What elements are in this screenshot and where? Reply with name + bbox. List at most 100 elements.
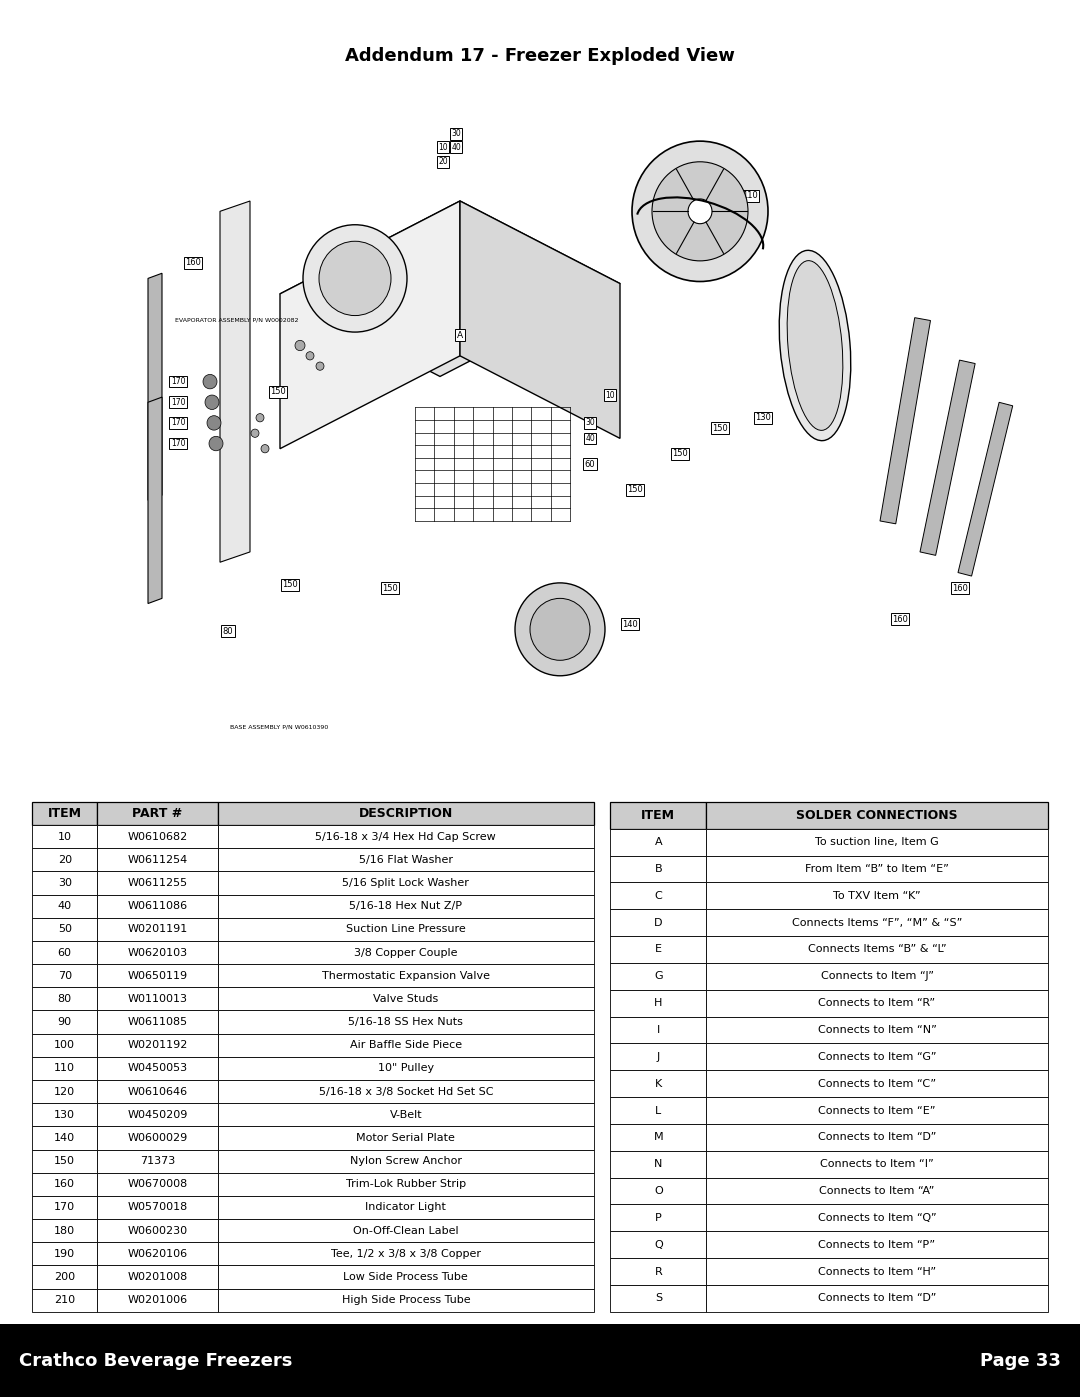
Bar — [706, 909, 1048, 936]
Text: K: K — [654, 1078, 662, 1088]
Bar — [610, 963, 706, 989]
Circle shape — [203, 374, 217, 388]
Bar — [218, 1126, 594, 1150]
Bar — [610, 828, 706, 855]
Text: W0450209: W0450209 — [127, 1109, 188, 1120]
Text: Page 33: Page 33 — [980, 1352, 1061, 1369]
Bar — [218, 1196, 594, 1220]
Circle shape — [632, 141, 768, 282]
Bar — [920, 360, 975, 556]
Bar — [32, 1196, 97, 1220]
Bar — [32, 1172, 97, 1196]
Text: Connects to Item “C”: Connects to Item “C” — [818, 1078, 936, 1088]
Circle shape — [210, 436, 222, 451]
Ellipse shape — [779, 250, 851, 440]
Bar — [218, 894, 594, 918]
Text: W0610682: W0610682 — [127, 831, 188, 841]
Circle shape — [316, 362, 324, 370]
Text: ITEM: ITEM — [48, 807, 82, 820]
Text: 150: 150 — [270, 387, 286, 397]
Bar — [706, 1285, 1048, 1312]
Bar — [97, 988, 218, 1010]
Circle shape — [303, 225, 407, 332]
Bar — [218, 988, 594, 1010]
Bar — [32, 1220, 97, 1242]
Bar — [32, 988, 97, 1010]
Text: Q: Q — [653, 1239, 663, 1250]
Bar — [32, 918, 97, 942]
Bar — [706, 936, 1048, 963]
Bar — [706, 828, 1048, 855]
Text: 50: 50 — [57, 925, 71, 935]
Text: DESCRIPTION: DESCRIPTION — [359, 807, 453, 820]
Text: 60: 60 — [584, 460, 595, 468]
Bar — [32, 802, 97, 826]
Text: Connects to Item “D”: Connects to Item “D” — [818, 1294, 936, 1303]
Bar — [218, 1220, 594, 1242]
Text: Air Baffle Side Piece: Air Baffle Side Piece — [350, 1041, 462, 1051]
Text: SOLDER CONNECTIONS: SOLDER CONNECTIONS — [796, 809, 958, 821]
Circle shape — [652, 162, 748, 261]
Bar — [218, 918, 594, 942]
Bar — [97, 894, 218, 918]
Text: Connects to Item “J”: Connects to Item “J” — [821, 971, 933, 981]
Bar — [706, 963, 1048, 989]
Bar — [610, 1097, 706, 1125]
Bar — [610, 989, 706, 1017]
Polygon shape — [460, 201, 620, 439]
Circle shape — [306, 352, 314, 360]
Bar — [880, 317, 931, 524]
Bar — [218, 964, 594, 988]
Bar — [706, 1259, 1048, 1285]
Bar — [706, 1044, 1048, 1070]
Bar — [32, 1266, 97, 1288]
Text: 10: 10 — [57, 831, 71, 841]
Text: 130: 130 — [755, 414, 771, 422]
Text: O: O — [653, 1186, 663, 1196]
Bar — [610, 1017, 706, 1044]
Bar — [97, 802, 218, 826]
Bar — [97, 848, 218, 872]
Text: W0610646: W0610646 — [127, 1087, 188, 1097]
Bar — [97, 1220, 218, 1242]
Bar — [32, 964, 97, 988]
Bar — [218, 1172, 594, 1196]
Text: W0611255: W0611255 — [127, 877, 188, 888]
Text: Connects to Item “E”: Connects to Item “E” — [819, 1105, 935, 1116]
Bar — [218, 826, 594, 848]
Text: C: C — [654, 891, 662, 901]
Text: 170: 170 — [171, 398, 186, 407]
Text: Connects to Item “Q”: Connects to Item “Q” — [818, 1213, 936, 1222]
Text: 150: 150 — [627, 486, 643, 495]
Text: 100: 100 — [54, 1041, 76, 1051]
Bar — [97, 942, 218, 964]
Bar — [706, 1231, 1048, 1259]
Text: M: M — [653, 1133, 663, 1143]
Text: 170: 170 — [171, 377, 186, 386]
Bar — [958, 402, 1013, 576]
Text: EVAPORATOR ASSEMBLY P/N W0002082: EVAPORATOR ASSEMBLY P/N W0002082 — [175, 317, 298, 323]
Bar — [218, 848, 594, 872]
Text: 60: 60 — [57, 947, 71, 957]
Text: A: A — [457, 331, 463, 339]
Bar — [97, 1080, 218, 1104]
Bar — [32, 1058, 97, 1080]
Circle shape — [205, 395, 219, 409]
Text: V-Belt: V-Belt — [390, 1109, 422, 1120]
Text: Indicator Light: Indicator Light — [365, 1203, 446, 1213]
Text: 5/16-18 x 3/4 Hex Hd Cap Screw: 5/16-18 x 3/4 Hex Hd Cap Screw — [315, 831, 496, 841]
Text: N: N — [654, 1160, 662, 1169]
Bar — [97, 1242, 218, 1266]
Bar — [97, 1034, 218, 1058]
Bar — [218, 1288, 594, 1312]
Text: 160: 160 — [54, 1179, 76, 1189]
Text: G: G — [654, 971, 663, 981]
Ellipse shape — [787, 261, 842, 430]
Circle shape — [319, 242, 391, 316]
Bar — [610, 1178, 706, 1204]
Text: Connects to Item “H”: Connects to Item “H” — [818, 1267, 936, 1277]
Text: W0620103: W0620103 — [127, 947, 188, 957]
Bar — [610, 1125, 706, 1151]
Text: 150: 150 — [712, 423, 728, 433]
Bar — [32, 826, 97, 848]
